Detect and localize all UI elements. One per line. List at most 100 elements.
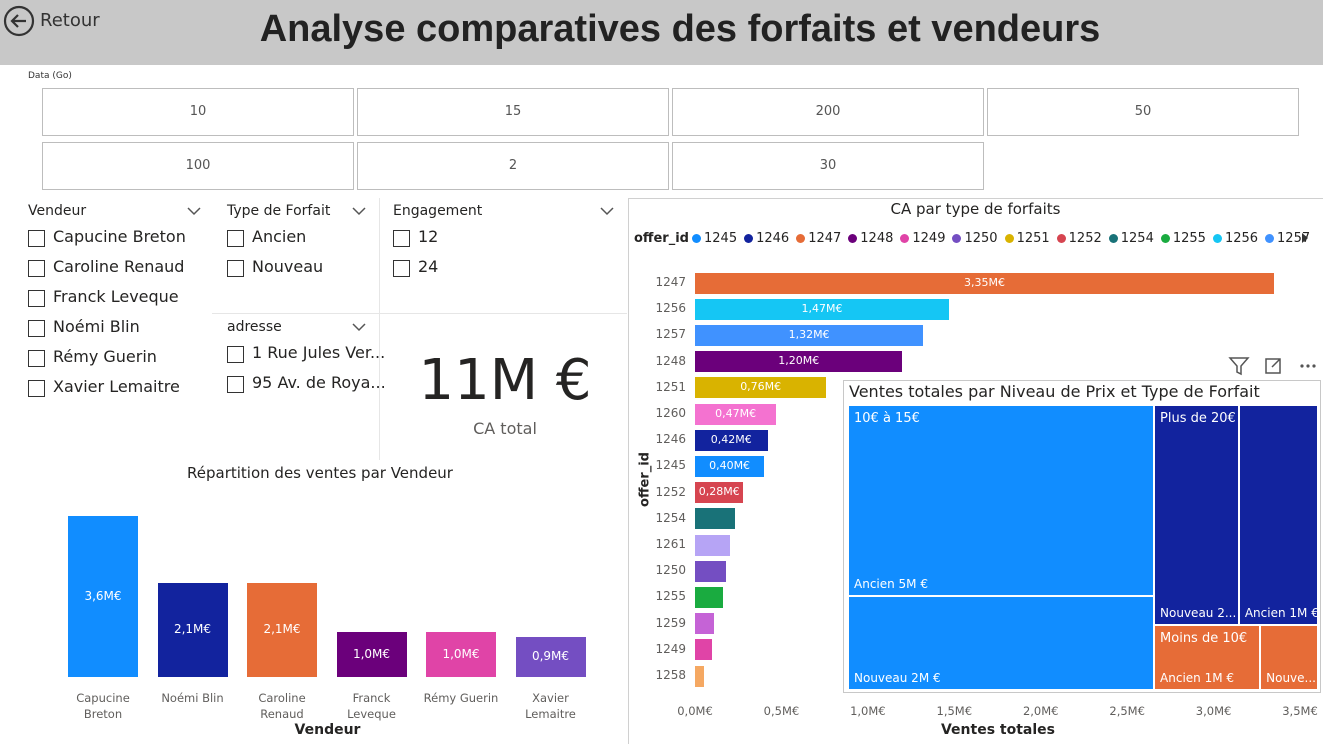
slicer-button[interactable]: 15 [357,88,669,136]
legend-item[interactable]: 1251 [1004,231,1050,246]
y-tick-label: 1250 [655,563,686,578]
legend-swatch [1212,234,1222,243]
legend-label: 1257 [1277,231,1311,246]
x-tick-label: Capucine Breton [76,691,130,721]
legend-swatch [848,234,858,243]
checkbox[interactable] [227,376,244,393]
checkbox[interactable] [393,260,410,277]
slicer-item[interactable]: Noémi Blin [53,317,140,336]
checkbox[interactable] [28,350,45,367]
slicer-item[interactable]: Caroline Renaud [53,257,185,276]
legend-swatch [1004,234,1014,243]
slicer-button[interactable]: 30 [672,142,984,190]
checkbox[interactable] [28,230,45,247]
visual-header-icons[interactable] [1228,355,1323,377]
page-title: Analyse comparatives des forfaits et ven… [259,8,1101,50]
dropdown-chevron[interactable] [187,206,201,216]
legend-item[interactable]: 1257 [1265,231,1310,246]
x-tick-label: Caroline Renaud [258,691,306,721]
slicer-button[interactable]: 200 [672,88,984,136]
bar [695,613,714,635]
treemap-tile[interactable]: Nouve... [1260,625,1318,690]
header-bar [0,0,1323,65]
legend-item[interactable]: 1249 [900,231,945,246]
slicer-item[interactable]: 12 [418,227,439,246]
slicer-item[interactable]: 95 Av. de Roya... [252,373,386,392]
treemap-tile[interactable]: Ancien 1M € [1154,625,1261,690]
dropdown-chevron[interactable] [352,206,366,216]
checkbox[interactable] [227,346,244,363]
data-label: 1,32M€ [788,327,830,341]
legend-label: 1250 [964,231,998,246]
dropdown-chevron[interactable] [600,206,614,216]
x-tick-label: Rémy Guerin [423,691,499,705]
bar: 0,76M€ [695,377,827,399]
x-tick-label: 2,5M€ [1109,704,1145,718]
legend-swatch [952,234,962,243]
treemap-tile[interactable]: Nouveau 2... [1154,405,1239,626]
checkbox[interactable] [393,230,410,247]
legend-label: 1247 [808,231,842,246]
legend-item[interactable]: 1254 [1108,231,1154,246]
data-label: 0,42M€ [710,432,752,446]
divider [379,198,380,460]
legend-swatch [1108,234,1118,243]
treemap-tile[interactable]: Ancien 1M € [1238,405,1319,626]
checkbox[interactable] [227,230,244,247]
x-tick-label: Noémi Blin [161,691,224,705]
x-axis-title: Vendeur [294,722,361,738]
slicer-button[interactable]: 100 [42,142,354,190]
data-label: 0,40M€ [709,458,751,472]
dropdown-chevron[interactable] [352,322,366,332]
data-label: 3,35M€ [964,275,1006,289]
legend-item[interactable]: 1250 [952,231,998,246]
data-label: 0,9M€ [531,648,570,663]
back-icon[interactable] [3,5,35,37]
legend-scroll[interactable] [1301,233,1309,243]
x-tick-label: Xavier Lemaitre [525,691,576,721]
checkbox[interactable] [28,320,45,337]
back-label[interactable]: Retour [40,10,100,31]
x-tick-label: 3,0M€ [1195,704,1232,718]
checkbox[interactable] [28,260,45,277]
checkbox[interactable] [28,380,45,397]
slicer-item[interactable]: Capucine Breton [53,227,186,246]
legend-item[interactable]: 1252 [1056,231,1102,246]
legend-item[interactable]: 1248 [848,231,893,246]
legend-item[interactable]: 1245 [692,231,737,246]
slicer-title: Engagement [393,203,483,219]
legend-label: 1248 [860,231,894,246]
bar [695,586,723,608]
legend-item[interactable]: 1256 [1212,231,1258,246]
slicer-item[interactable]: Rémy Guerin [53,347,157,366]
bar: 0,42M€ [695,429,768,451]
legend-item[interactable]: 1247 [796,231,841,246]
treemap-tile[interactable]: Ancien 5M € [848,405,1155,597]
slicer-item[interactable]: 1 Rue Jules Ver... [252,343,386,362]
slicer-item[interactable]: Xavier Lemaitre [53,377,180,396]
slicer-button[interactable]: 10 [42,88,354,136]
slicer-item[interactable]: Franck Leveque [53,287,179,306]
divider [628,198,1323,199]
checkbox[interactable] [28,290,45,307]
bar [695,534,730,556]
y-tick-label: 1258 [655,668,686,682]
slicer-button[interactable]: 50 [987,88,1299,136]
slicer-item[interactable]: Ancien [252,227,307,246]
y-tick-label: 1255 [655,589,686,604]
y-tick-label: 1247 [655,275,686,289]
y-tick-label: 1249 [655,641,686,656]
visual-frame [843,380,1321,693]
checkbox[interactable] [227,260,244,277]
data-label: 1,20M€ [778,354,820,368]
legend-item[interactable]: 1255 [1160,231,1206,246]
slicer-item[interactable]: 24 [418,257,439,276]
slicer-item[interactable]: Nouveau [252,257,324,276]
legend-item[interactable]: 1246 [744,231,789,246]
legend-swatch [1160,234,1170,243]
legend-label: 1246 [756,231,790,246]
bar: 0,40M€ [695,455,765,477]
slicer-button[interactable]: 2 [357,142,669,190]
treemap-tile[interactable]: Nouveau 2M € [848,596,1155,690]
